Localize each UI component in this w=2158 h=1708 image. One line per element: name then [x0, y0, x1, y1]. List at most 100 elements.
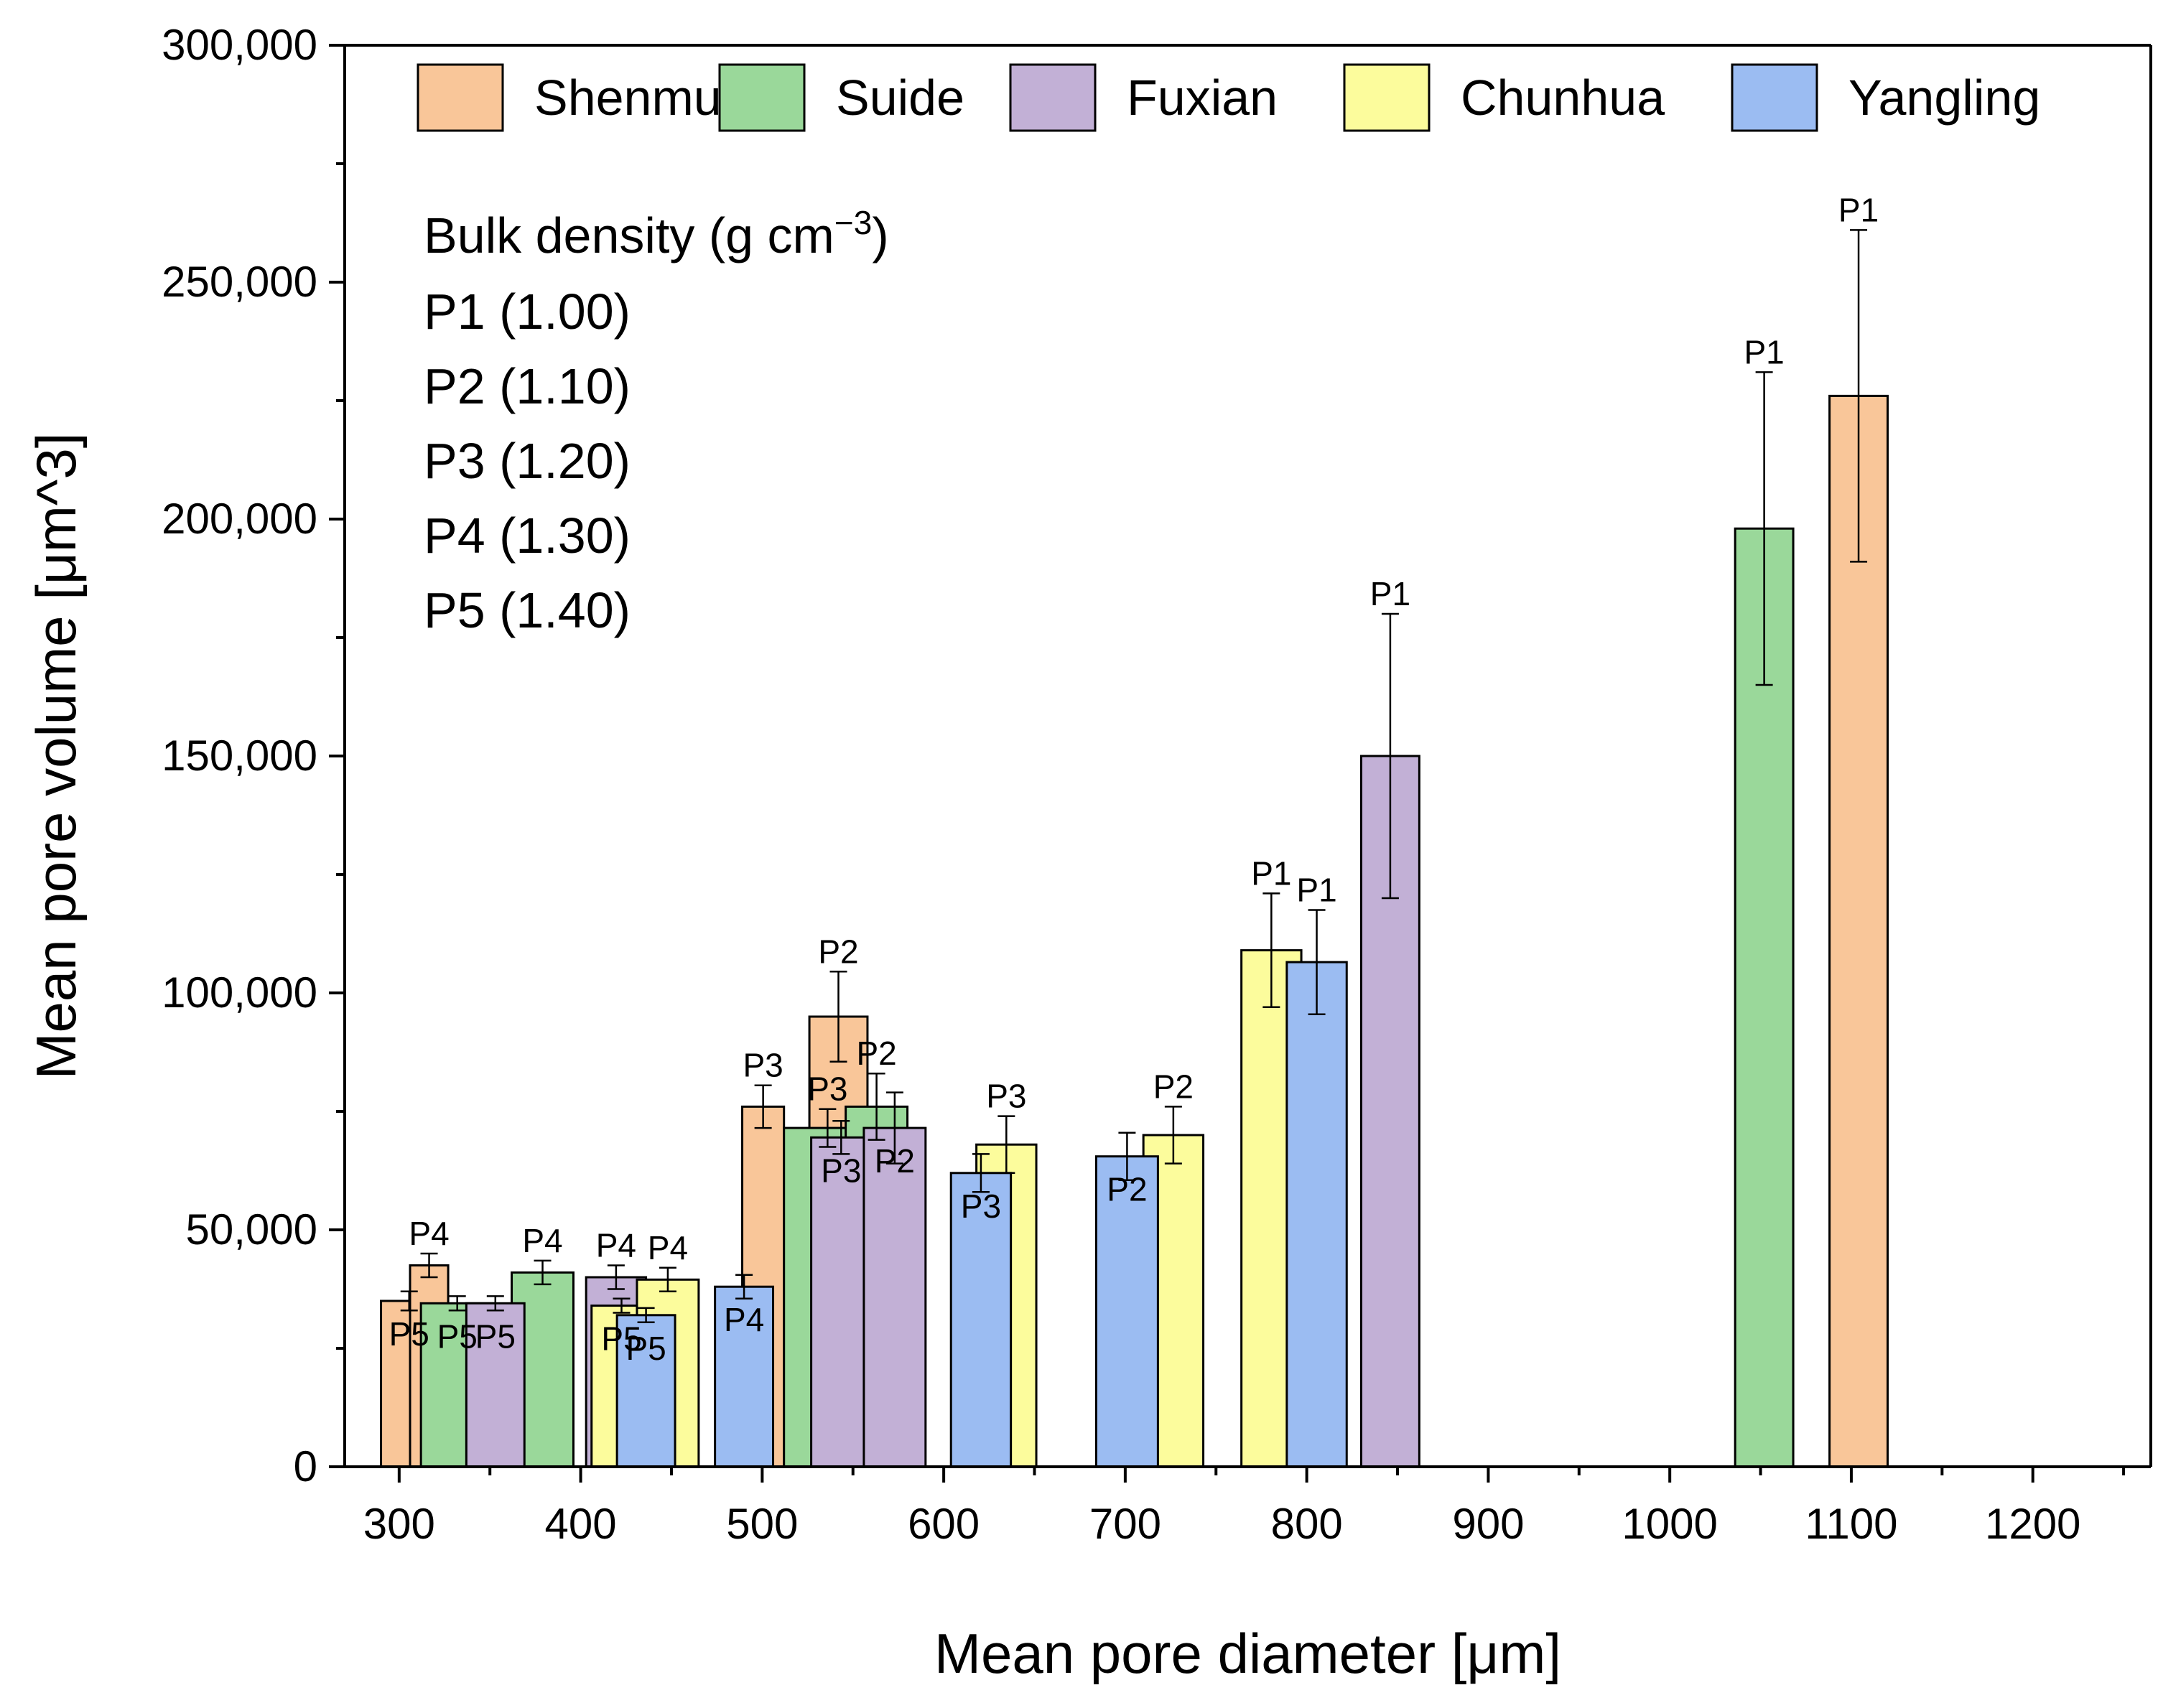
y-tick-label-200000: 200,000	[162, 495, 317, 543]
error-bar-chunhua-p3	[997, 1115, 1015, 1175]
legend-swatch-chunhua	[1343, 63, 1431, 132]
bar-label-chunhua-p5: P5	[601, 1320, 641, 1358]
bar-label-fuxian-p2: P2	[875, 1142, 915, 1180]
bar-label-yangling-p3: P3	[961, 1187, 1001, 1225]
bar-label-suide-p1: P1	[1744, 333, 1784, 370]
bar-label-chunhua-p1: P1	[1251, 854, 1291, 892]
bar-label-fuxian-p1: P1	[1370, 575, 1410, 612]
error-bar-yangling-p4	[735, 1274, 753, 1299]
error-bar-suide-p4	[534, 1259, 552, 1286]
x-tick-label-300: 300	[363, 1500, 435, 1548]
bar-label-yangling-p2: P2	[1107, 1171, 1147, 1208]
error-bar-fuxian-p2	[885, 1091, 903, 1165]
legend-item-shenmu: Shenmu	[417, 63, 722, 132]
bar-label-chunhua-p2: P2	[1153, 1068, 1194, 1105]
bar-label-suide-p4: P4	[522, 1222, 562, 1259]
error-bar-yangling-p3	[972, 1153, 990, 1193]
x-tick-label-1000: 1000	[1622, 1500, 1717, 1548]
bar-label-chunhua-p4: P4	[648, 1229, 688, 1266]
legend: Shenmu Suide Fuxian Chunhua Yangling	[417, 63, 2040, 132]
error-bar-fuxian-p5	[486, 1295, 504, 1312]
bar-label-chunhua-p3: P3	[986, 1078, 1026, 1115]
legend-label-yangling: Yangling	[1848, 70, 2040, 126]
bar-fuxian-p3	[810, 1136, 873, 1468]
error-bar-fuxian-p3	[832, 1119, 850, 1155]
x-tick-label-800: 800	[1271, 1500, 1343, 1548]
error-bar-yangling-p5	[637, 1307, 655, 1323]
bar-label-suide-p2: P2	[856, 1035, 896, 1072]
error-bar-chunhua-p5	[613, 1297, 631, 1314]
bar-label-fuxian-p5: P5	[475, 1317, 516, 1355]
y-tick-label-0: 0	[294, 1442, 317, 1490]
annotation-title-text: Bulk density (g cm	[424, 207, 834, 263]
bar-yangling-p2	[1094, 1155, 1159, 1468]
bar-label-fuxian-p4: P4	[596, 1227, 636, 1264]
legend-swatch-fuxian	[1009, 63, 1097, 132]
legend-swatch-shenmu	[417, 63, 504, 132]
error-bar-suide-p1	[1755, 371, 1773, 686]
error-bar-suide-p2	[868, 1072, 885, 1141]
legend-label-shenmu: Shenmu	[534, 70, 722, 126]
bar-label-fuxian-p3: P3	[821, 1152, 861, 1189]
error-bar-fuxian-p1	[1381, 612, 1399, 900]
bar-label-yangling-p4: P4	[724, 1301, 764, 1338]
error-bar-chunhua-p4	[659, 1266, 676, 1293]
legend-label-suide: Suide	[836, 70, 964, 126]
legend-item-suide: Suide	[718, 63, 964, 132]
y-tick-label-50000: 50,000	[185, 1205, 317, 1254]
annotation-title-end: )	[872, 207, 888, 263]
error-bar-fuxian-p4	[607, 1264, 625, 1290]
x-tick-label-700: 700	[1089, 1500, 1161, 1548]
x-tick-label-1200: 1200	[1985, 1500, 2080, 1548]
annotation-line-4: P4 (1.30)	[424, 508, 631, 564]
error-bar-yangling-p1	[1308, 909, 1326, 1015]
error-bar-shenmu-p5	[400, 1290, 418, 1312]
x-tick-label-500: 500	[726, 1500, 798, 1548]
annotation-line-5: P5 (1.40)	[424, 582, 631, 638]
annotation-line-2: P2 (1.10)	[424, 358, 631, 414]
bar-label-suide-p3: P3	[807, 1070, 847, 1108]
y-tick-label-100000: 100,000	[162, 969, 317, 1017]
error-bars-layer	[400, 229, 1868, 1323]
error-bar-shenmu-p2	[829, 971, 847, 1063]
bar-label-shenmu-p4: P4	[409, 1215, 449, 1252]
bars-layer	[380, 394, 1889, 1468]
legend-label-chunhua: Chunhua	[1461, 70, 1665, 126]
bar-label-shenmu-p1: P1	[1838, 191, 1879, 228]
y-tick-label-300000: 300,000	[162, 21, 317, 69]
bar-label-yangling-p5: P5	[625, 1330, 666, 1367]
bar-label-shenmu-p3: P3	[743, 1047, 783, 1084]
legend-swatch-suide	[718, 63, 806, 132]
annotation-title-superscript: −3	[834, 204, 872, 241]
error-bar-chunhua-p1	[1262, 892, 1280, 1009]
error-bar-yangling-p2	[1118, 1131, 1136, 1181]
bar-label-shenmu-p2: P2	[818, 933, 858, 970]
x-tick-label-900: 900	[1452, 1500, 1524, 1548]
axes-layer: 300 400 500 600 700 800 900 1000 1100 1200 0 50,000…	[24, 21, 2152, 1685]
legend-item-yangling: Yangling	[1731, 63, 2040, 132]
x-tick-label-1100: 1100	[1805, 1500, 1897, 1548]
legend-item-fuxian: Fuxian	[1009, 63, 1278, 132]
annotation-line-3: P3 (1.20)	[424, 433, 631, 489]
x-tick-label-400: 400	[545, 1500, 617, 1548]
legend-label-fuxian: Fuxian	[1127, 70, 1278, 126]
annotation-title: Bulk density (g cm−3)	[424, 204, 889, 263]
bar-yangling-p4	[714, 1285, 775, 1468]
bar-label-yangling-p1: P1	[1296, 872, 1336, 909]
y-tick-label-150000: 150,000	[162, 732, 317, 780]
bar-label-shenmu-p5: P5	[389, 1315, 429, 1353]
error-bar-chunhua-p2	[1164, 1106, 1182, 1165]
x-axis-title: Mean pore diameter [μm]	[934, 1622, 1561, 1685]
error-bar-shenmu-p3	[754, 1084, 772, 1129]
bulk-density-annotation: Bulk density (g cm−3) P1 (1.00) P2 (1.10) P…	[424, 204, 889, 638]
bar-yangling-p1	[1285, 961, 1348, 1468]
legend-item-chunhua: Chunhua	[1343, 63, 1665, 132]
bar-label-suide-p5: P5	[437, 1317, 478, 1355]
annotation-line-1: P1 (1.00)	[424, 284, 631, 340]
x-tick-label-600: 600	[908, 1500, 980, 1548]
error-bar-shenmu-p1	[1850, 229, 1868, 563]
